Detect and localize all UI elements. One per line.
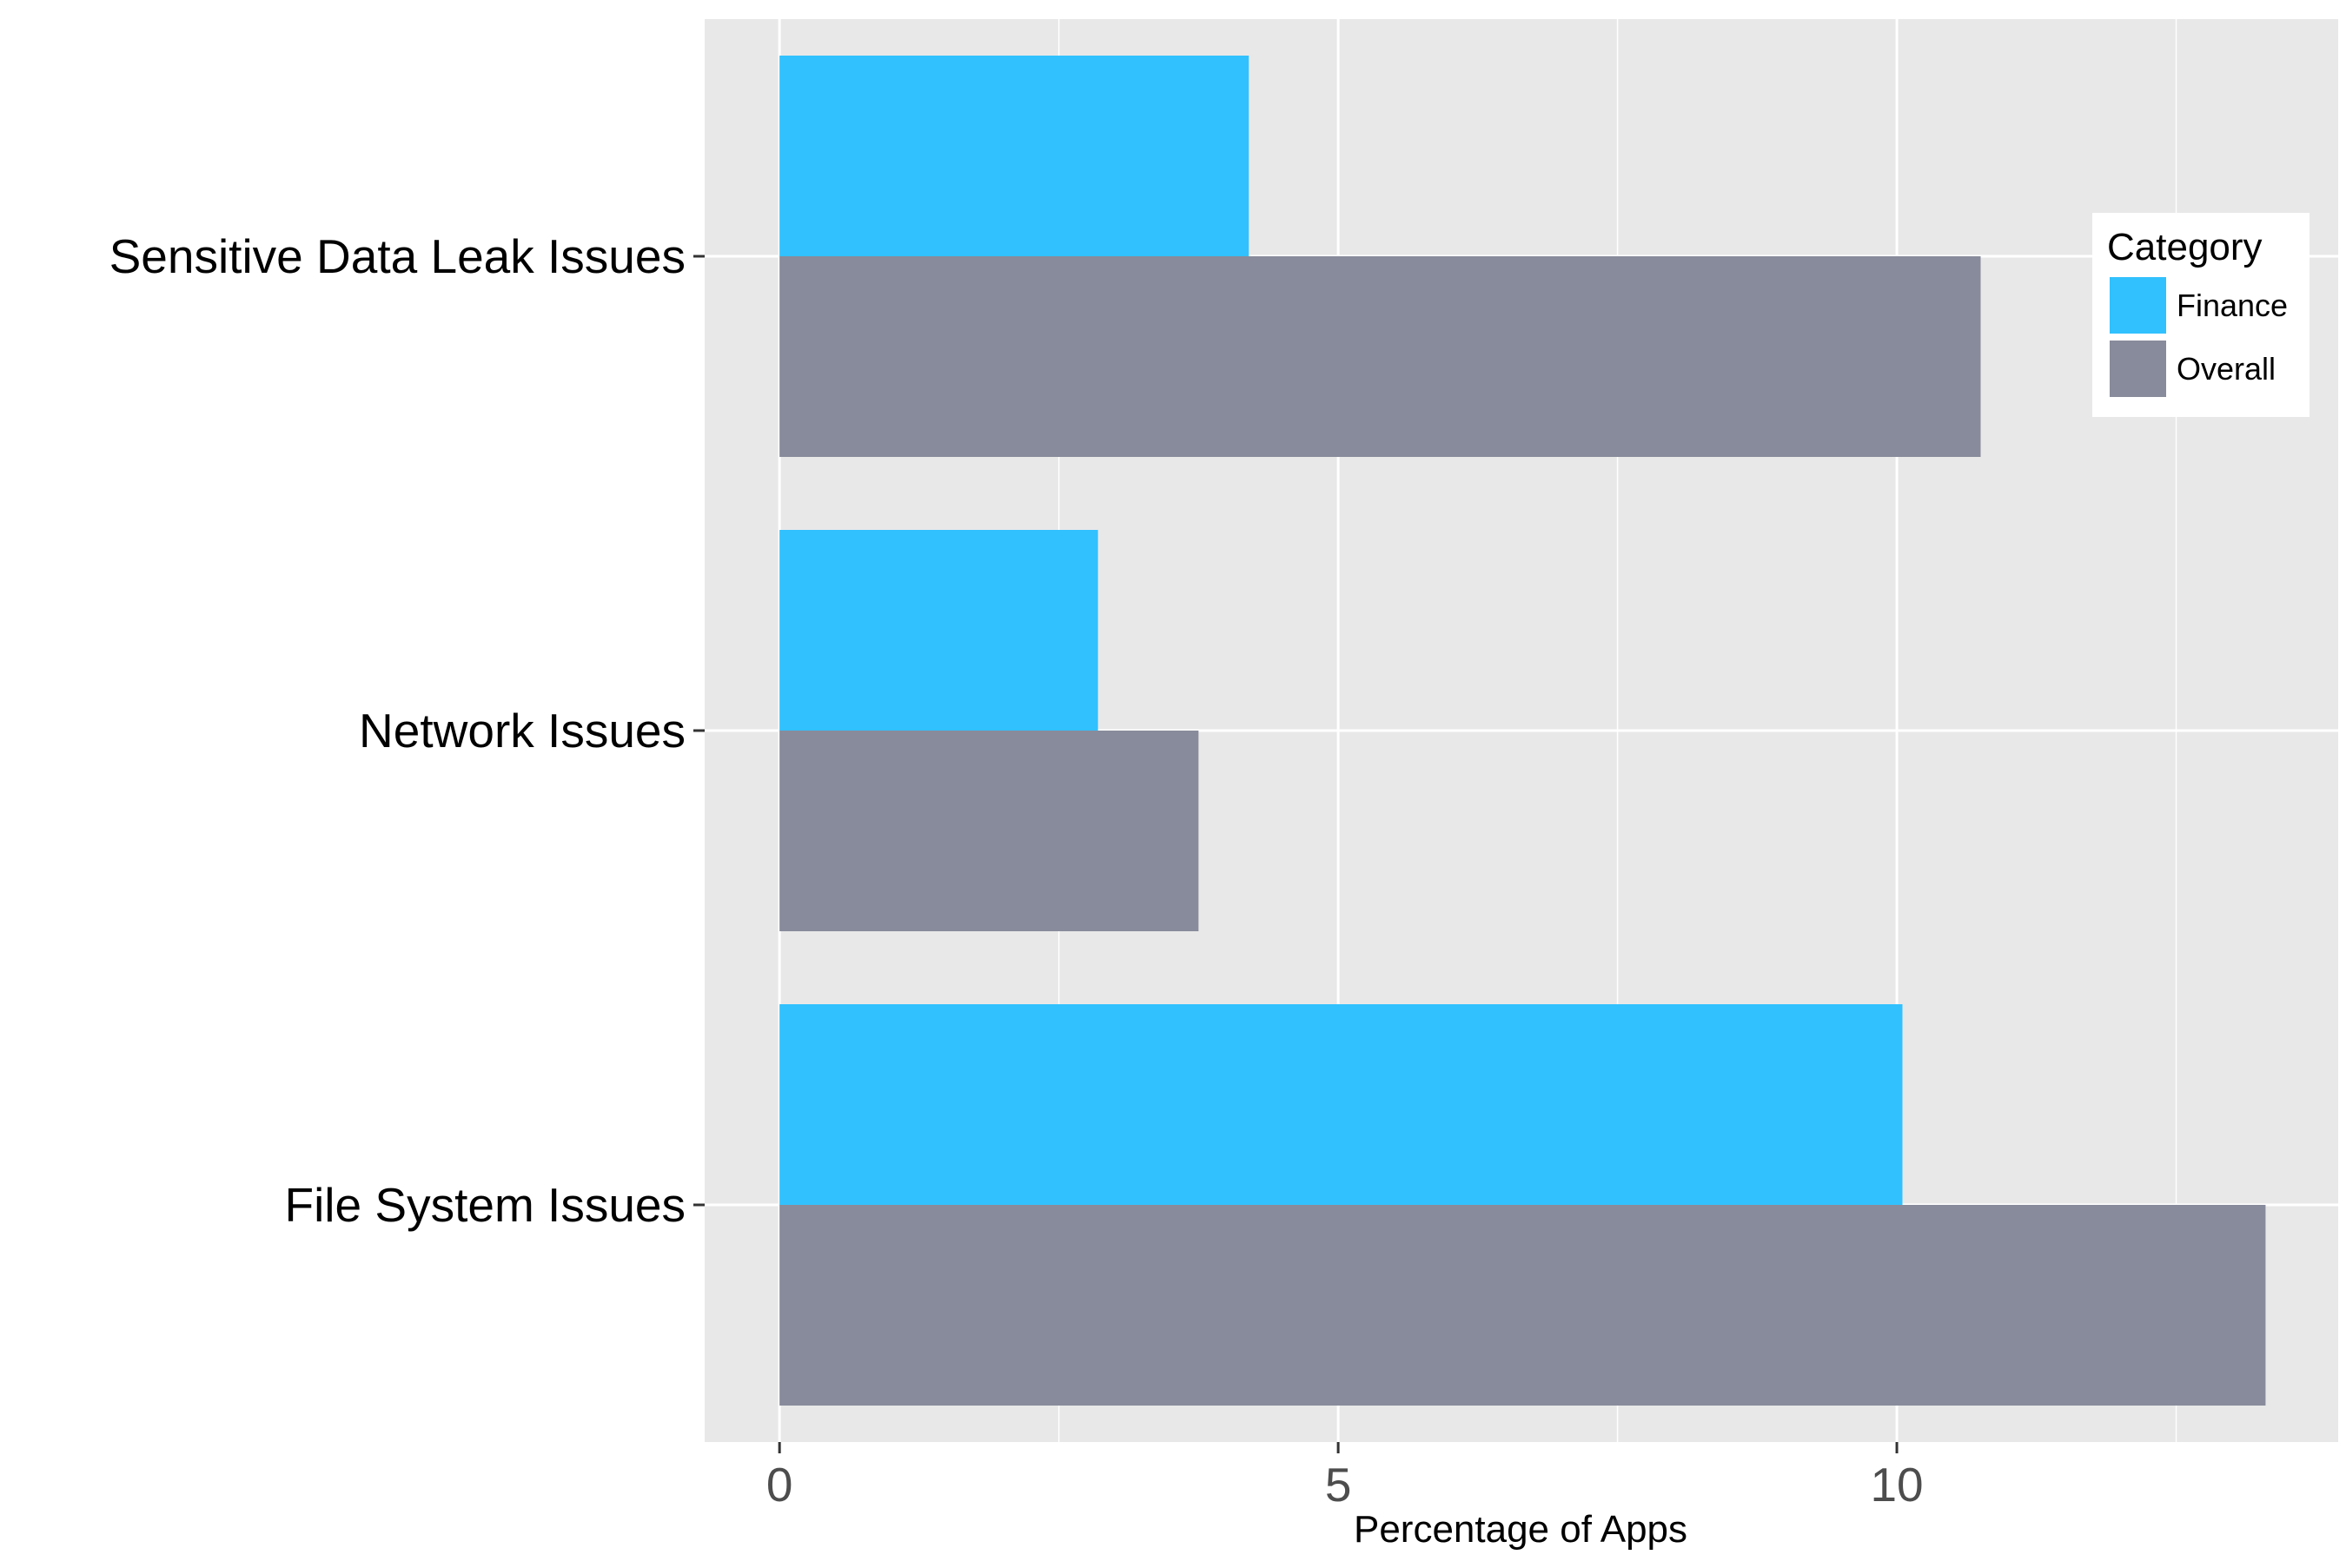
bar-overall-sensitive-data-leak-issues bbox=[779, 256, 1981, 457]
bar-overall-file-system-issues bbox=[779, 1205, 2266, 1406]
bar-finance-sensitive-data-leak-issues bbox=[779, 56, 1249, 256]
bars bbox=[779, 56, 2266, 1406]
bar-finance-file-system-issues bbox=[779, 1004, 1903, 1205]
legend: Category Finance Overall bbox=[2092, 213, 2310, 417]
x-axis-label: Percentage of Apps bbox=[1354, 1508, 1687, 1551]
bar-finance-network-issues bbox=[779, 530, 1098, 731]
legend-title: Category bbox=[2107, 226, 2263, 268]
legend-swatch-overall bbox=[2110, 341, 2166, 397]
legend-label-finance: Finance bbox=[2177, 288, 2288, 323]
x-tick-label: 0 bbox=[766, 1458, 793, 1512]
x-axis: 0 5 10 bbox=[766, 1442, 1924, 1512]
x-tick-label: 10 bbox=[1870, 1458, 1923, 1512]
y-tick-label: Sensitive Data Leak Issues bbox=[109, 229, 686, 283]
y-tick-label: File System Issues bbox=[284, 1178, 686, 1232]
bar-overall-network-issues bbox=[779, 731, 1199, 931]
legend-label-overall: Overall bbox=[2177, 351, 2276, 387]
y-tick-label: Network Issues bbox=[359, 704, 686, 758]
y-axis: Sensitive Data Leak Issues Network Issues… bbox=[109, 229, 705, 1232]
x-tick-label: 5 bbox=[1325, 1458, 1352, 1512]
legend-swatch-finance bbox=[2110, 277, 2166, 334]
